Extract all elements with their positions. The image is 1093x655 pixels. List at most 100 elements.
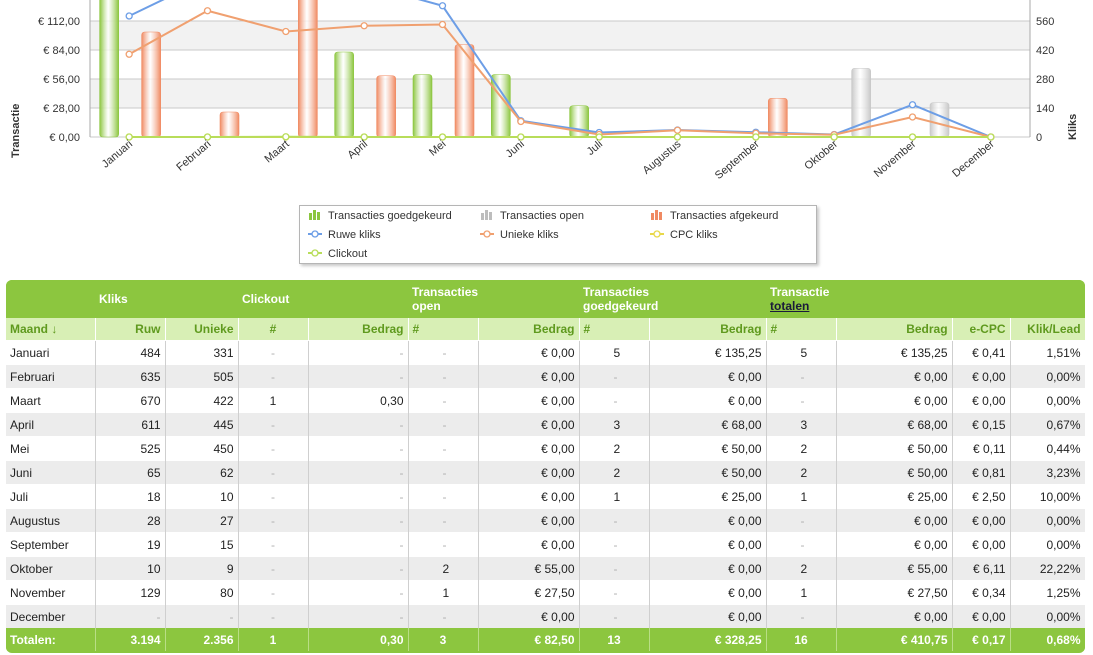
point-unieke-kliks (438, 20, 447, 29)
value-cell: - (238, 556, 309, 581)
table-row: Januari 484 331- - - € 0,00 5 € 135,25 5 € 135,25… (6, 340, 1085, 365)
value-cell: 2 (579, 436, 650, 461)
month-cell: Mei (6, 436, 96, 461)
value-cell: € 0,00 (836, 364, 953, 389)
y-right-tick: 560 (1036, 16, 1054, 28)
value-cell: - (308, 604, 409, 628)
chart-legend: Transacties goedgekeurd Transacties open T… (299, 205, 817, 264)
point-clickout (517, 133, 525, 141)
legend-item[interactable]: Transacties afgekeurd (650, 209, 778, 222)
value-cell: - (238, 364, 309, 389)
total-cell: 1 (238, 628, 309, 651)
value-cell: - (579, 532, 650, 557)
legend-item[interactable]: Unieke kliks (480, 228, 559, 241)
legend-label: Unieke kliks (500, 229, 559, 241)
value-cell: 0,00% (1010, 508, 1085, 533)
group-kliks: Kliks (95, 280, 238, 318)
value-cell: € 0,00 (952, 604, 1011, 628)
value-cell: 0,30 (308, 388, 409, 413)
month-cell: Augustus (6, 508, 96, 533)
x-tick-label: Augustus (641, 138, 684, 177)
x-tick-label: December (950, 138, 997, 180)
value-cell: € 0,00 (952, 364, 1011, 389)
sort-maand-header[interactable]: Maand ↓ (6, 318, 96, 341)
table-row: Oktober 10 9- -2 € 55,00- € 0,00 2 € 55,00 € 6,1… (6, 556, 1085, 581)
value-cell: 484 (95, 340, 166, 365)
point-unieke-kliks (125, 50, 133, 58)
legend-item[interactable]: Ruwe kliks (308, 228, 381, 241)
value-cell: € 25,00 (836, 484, 953, 509)
table-row: September 19 15- - - € 0,00- € 0,00- € 0,00 € 0,… (6, 532, 1085, 557)
value-cell: € 0,00 (649, 556, 767, 581)
value-cell: 0,67% (1010, 412, 1085, 437)
month-cell: Juli (6, 484, 96, 509)
value-cell: - (766, 364, 837, 389)
value-cell: 0,44% (1010, 436, 1085, 461)
transactions-chart: € 0,00 0 € 28,00 140 € 56,00 280 € 84,00 420 € 1… (10, 0, 1079, 182)
value-cell: 1 (766, 484, 837, 509)
line-icon (308, 228, 322, 239)
value-cell: € 0,00 (649, 532, 767, 557)
totalen-link[interactable]: totalen (770, 299, 810, 313)
value-cell: 445 (165, 412, 239, 437)
value-cell: 0,00% (1010, 388, 1085, 413)
y-right-label: Kliks (1067, 114, 1079, 140)
legend-label: CPC kliks (670, 229, 718, 241)
value-cell: € 25,00 (649, 484, 767, 509)
value-cell: € 135,25 (649, 340, 767, 365)
value-cell: - (408, 388, 479, 413)
value-cell: € 0,00 (952, 508, 1011, 533)
point-ruwe-kliks (908, 101, 917, 109)
value-cell: € 2,50 (952, 484, 1011, 509)
point-clickout (673, 133, 682, 141)
value-cell: - (408, 364, 479, 389)
bar-transacties-afgekeurd (768, 97, 788, 138)
column-header: Klik/Lead (1010, 318, 1085, 341)
table-row: Augustus 28 27- - - € 0,00- € 0,00- € 0,00 € 0,0… (6, 508, 1085, 533)
value-cell: € 0,11 (952, 436, 1011, 461)
value-cell: 505 (165, 364, 239, 389)
value-cell: 670 (95, 388, 166, 413)
table-row: Mei 525 450- - - € 0,00 2 € 50,00 2 € 50,00 € 0,11… (6, 436, 1085, 461)
value-cell: - (308, 436, 409, 461)
value-cell: 2 (579, 460, 650, 485)
value-cell: € 0,15 (952, 412, 1011, 437)
line-icon (308, 247, 322, 258)
value-cell: 27 (165, 508, 239, 533)
value-cell: - (308, 532, 409, 557)
x-tick-label: Februari (174, 138, 213, 174)
x-tick-label: Oktober (802, 138, 840, 173)
column-header: # (766, 318, 837, 341)
value-cell: € 50,00 (836, 460, 953, 485)
value-cell: 2 (766, 436, 837, 461)
value-cell: - (408, 460, 479, 485)
value-cell: 3 (579, 412, 650, 437)
legend-item[interactable]: Transacties open (480, 209, 584, 222)
legend-item[interactable]: CPC kliks (650, 228, 718, 241)
value-cell: - (408, 604, 479, 628)
value-cell: € 0,00 (478, 484, 580, 509)
point-clickout (438, 133, 447, 141)
value-cell: 2 (408, 556, 479, 581)
value-cell: - (308, 580, 409, 605)
value-cell: - (308, 412, 409, 437)
value-cell: 80 (165, 580, 239, 605)
column-header: # (579, 318, 650, 341)
y-left-tick: € 56,00 (43, 74, 80, 86)
value-cell: - (766, 532, 837, 557)
value-cell: 19 (95, 532, 166, 557)
legend-label: Transacties open (500, 210, 584, 222)
y-right-tick: 0 (1036, 132, 1042, 144)
x-tick-label: Mei (427, 138, 448, 159)
value-cell: € 0,00 (478, 412, 580, 437)
value-cell: 22,22% (1010, 556, 1085, 581)
value-cell: - (238, 508, 309, 533)
group-transacties-open: Transacties open (408, 280, 580, 318)
value-cell: - (408, 508, 479, 533)
legend-item[interactable]: Transacties goedgekeurd (308, 209, 452, 222)
point-clickout (908, 133, 917, 141)
table-row: Juli 18 10- - - € 0,00 1 € 25,00 1 € 25,00 € 2,50 1… (6, 484, 1085, 509)
value-cell: - (766, 508, 837, 533)
month-cell: Oktober (6, 556, 96, 581)
legend-item[interactable]: Clickout (308, 247, 367, 260)
